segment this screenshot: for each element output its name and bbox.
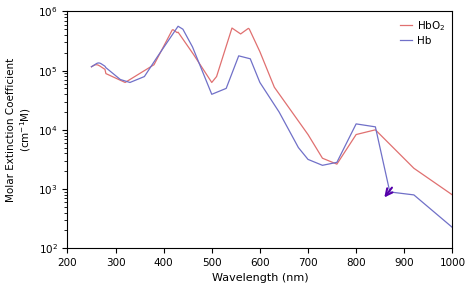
Hb <box>445 222 450 225</box>
HbO$_2$ <box>89 65 94 68</box>
Hb <box>323 163 328 166</box>
Line: Hb: Hb <box>91 26 452 227</box>
HbO$_2$ <box>449 193 455 197</box>
HbO$_2$ <box>233 29 239 32</box>
Hb <box>89 65 94 68</box>
HbO$_2$ <box>290 111 295 115</box>
Line: HbO$_2$: HbO$_2$ <box>91 28 452 195</box>
Y-axis label: Molar Extinction Coefficient
(cm$^{-1}$M): Molar Extinction Coefficient (cm$^{-1}$M… <box>6 58 32 202</box>
HbO$_2$ <box>170 28 175 32</box>
HbO$_2$ <box>323 158 328 161</box>
Hb <box>449 226 455 229</box>
HbO$_2$ <box>445 190 450 193</box>
HbO$_2$ <box>422 174 427 177</box>
HbO$_2$ <box>229 26 235 30</box>
Legend: HbO$_2$, Hb: HbO$_2$, Hb <box>396 14 449 50</box>
Hb <box>170 33 175 36</box>
Hb <box>422 202 427 205</box>
X-axis label: Wavelength (nm): Wavelength (nm) <box>211 273 308 284</box>
Hb <box>175 25 181 28</box>
Hb <box>290 135 295 139</box>
Hb <box>233 62 239 65</box>
